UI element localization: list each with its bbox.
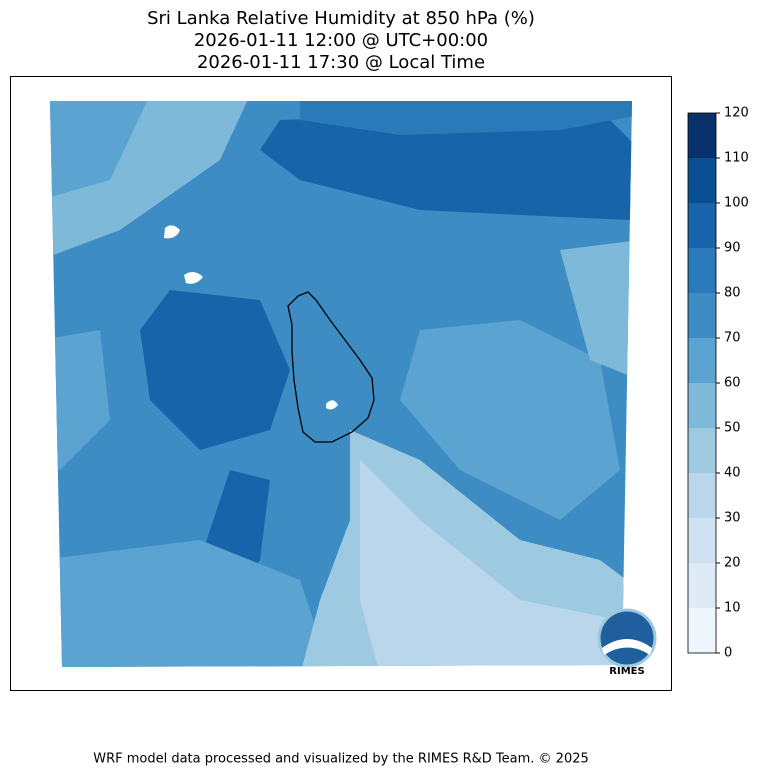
footer: WRF model data processed and visualized … xyxy=(93,752,589,767)
colorbar-tick-label: 110 xyxy=(724,151,749,166)
colorbar-tick-label: 50 xyxy=(724,421,741,436)
title-line: 2026-01-11 17:30 @ Local Time xyxy=(197,52,485,73)
colorbar-tick-label: 40 xyxy=(724,466,741,481)
colorbar-tick-label: 10 xyxy=(724,601,741,616)
colorbar-tick-label: 100 xyxy=(724,196,749,211)
colorbar-tick-label: 20 xyxy=(724,556,741,571)
title-line: Sri Lanka Relative Humidity at 850 hPa (… xyxy=(147,8,535,29)
colorbar-band xyxy=(688,203,716,248)
colorbar-band xyxy=(688,158,716,203)
colorbar-tick-label: 60 xyxy=(724,376,741,391)
colorbar-tick-label: 0 xyxy=(724,646,732,661)
colorbar-band xyxy=(688,338,716,383)
colorbar-tick-label: 90 xyxy=(724,241,741,256)
colorbar-band xyxy=(688,518,716,563)
logo: RIMES xyxy=(597,608,657,677)
coastline xyxy=(287,291,375,443)
colorbar-band xyxy=(688,608,716,653)
colorbar-tick-label: 70 xyxy=(724,331,741,346)
colorbar-tick-label: 80 xyxy=(724,286,741,301)
colorbar-band xyxy=(688,428,716,473)
logo-text: RIMES xyxy=(609,666,644,677)
colorbar-band xyxy=(688,563,716,608)
colorbar-band xyxy=(688,473,716,518)
colorbar-tick-label: 30 xyxy=(724,511,741,526)
colorbar: 0 10 20 30 40 50 60 70 80 90 100 110 120 xyxy=(687,106,749,661)
colorbar-band xyxy=(688,113,716,158)
colorbar-band xyxy=(688,383,716,428)
colorbar-band xyxy=(688,293,716,338)
title-line: 2026-01-11 12:00 @ UTC+00:00 xyxy=(194,30,488,51)
map-frame xyxy=(10,76,672,691)
colorbar-band xyxy=(688,248,716,293)
colorbar-tick-label: 120 xyxy=(724,106,749,121)
humidity-field xyxy=(50,101,632,667)
